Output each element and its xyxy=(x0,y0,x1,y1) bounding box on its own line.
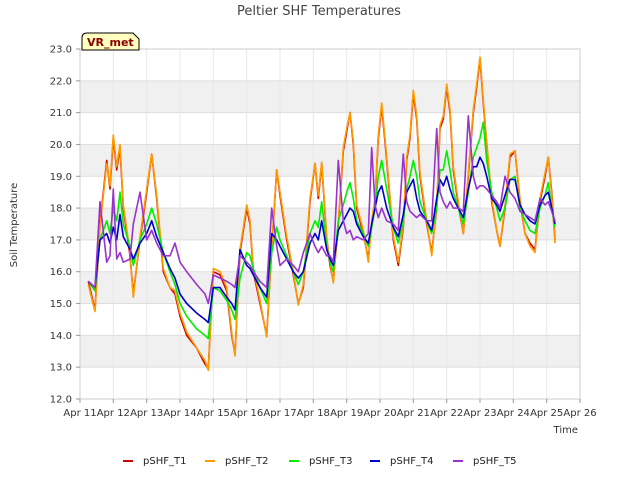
grid-band xyxy=(80,271,580,304)
y-tick-label: 16.0 xyxy=(50,267,72,278)
y-tick-label: 21.0 xyxy=(50,108,72,119)
series-line-pSHF_T5 xyxy=(87,115,556,305)
grid-band xyxy=(80,335,580,368)
legend-label: pSHF_T1 xyxy=(143,456,186,467)
series-layer xyxy=(87,56,556,372)
x-tick-label: Apr 19 xyxy=(330,408,363,419)
y-tick-label: 12.0 xyxy=(50,395,72,406)
y-tick-label: 23.0 xyxy=(50,45,72,56)
x-tick-label: Apr 17 xyxy=(263,408,296,419)
y-tick-label: 19.0 xyxy=(50,172,72,183)
y-tick-label: 22.0 xyxy=(50,76,72,87)
series-line-pSHF_T2 xyxy=(87,56,556,372)
y-tick-label: 14.0 xyxy=(50,331,72,342)
chart-title: Peltier SHF Temperatures xyxy=(237,4,401,19)
grid-layer xyxy=(79,48,581,400)
x-tick-label: Apr 22 xyxy=(430,408,463,419)
x-tick-label: Apr 11 xyxy=(63,408,96,419)
legend-item-pSHF_T5: pSHF_T5 xyxy=(453,456,516,467)
legend-label: pSHF_T4 xyxy=(390,456,433,467)
x-tick-label: Apr 13 xyxy=(130,408,163,419)
x-tick-label: Apr 15 xyxy=(197,408,230,419)
x-tick-label: Apr 21 xyxy=(397,408,430,419)
grid-band xyxy=(80,144,580,177)
vr-met-badge: VR_met xyxy=(81,32,140,51)
legend-item-pSHF_T3: pSHF_T3 xyxy=(289,456,352,467)
plot-frame xyxy=(79,48,581,400)
y-tick-label: 17.0 xyxy=(50,235,72,246)
x-tick-label: Apr 24 xyxy=(497,408,530,419)
grid-band xyxy=(80,208,580,240)
x-tick-label: Apr 26 xyxy=(563,408,596,419)
legend-item-pSHF_T2: pSHF_T2 xyxy=(205,456,268,467)
legend-label: pSHF_T2 xyxy=(225,456,268,467)
x-tick-label: Apr 12 xyxy=(97,408,130,419)
y-tick-label: 13.0 xyxy=(50,363,72,374)
legend-item-pSHF_T4: pSHF_T4 xyxy=(370,456,433,467)
y-axis-label: Soil Temperature xyxy=(9,183,20,268)
x-axis-label: Time xyxy=(553,425,578,436)
series-line-pSHF_T3 xyxy=(87,121,556,340)
x-tick-label: Apr 14 xyxy=(163,408,196,419)
grid-band xyxy=(80,80,580,113)
vr-met-badge-text: VR_met xyxy=(87,36,134,49)
y-tick-label: 18.0 xyxy=(50,204,72,215)
x-tick-label: Apr 23 xyxy=(463,408,496,419)
x-tick-label: Apr 25 xyxy=(530,408,563,419)
x-tick-label: Apr 16 xyxy=(230,408,263,419)
legend-label: pSHF_T3 xyxy=(309,456,352,467)
y-tick-label: 20.0 xyxy=(50,140,72,151)
x-tick-label: Apr 20 xyxy=(363,408,396,419)
x-tick-label: Apr 18 xyxy=(297,408,330,419)
legend-item-pSHF_T1: pSHF_T1 xyxy=(123,456,186,467)
series-line-pSHF_T4 xyxy=(87,156,556,324)
y-tick-label: 15.0 xyxy=(50,299,72,310)
legend: pSHF_T1 pSHF_T2 pSHF_T3 pSHF_T4 pSHF_T5 xyxy=(123,456,516,467)
axis-layer: 12.0 13.0 14.0 15.0 16.0 17.0 18.0 19.0 20.0 21.0… xyxy=(50,45,597,420)
legend-label: pSHF_T5 xyxy=(473,456,516,467)
